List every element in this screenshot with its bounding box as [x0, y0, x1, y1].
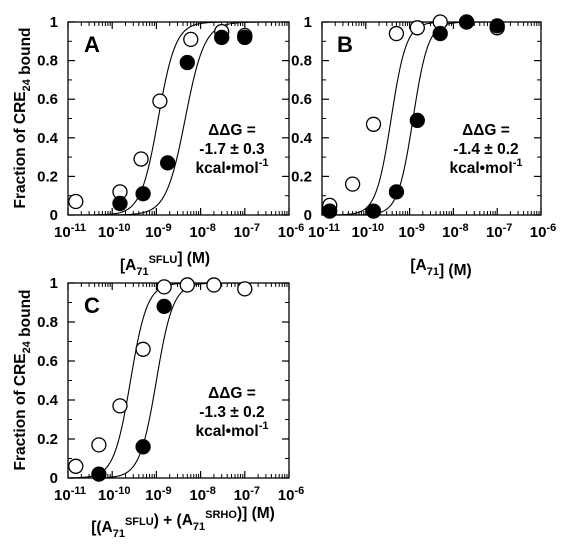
y-tick-label: 0.6 — [37, 353, 58, 370]
data-point-open — [179, 277, 195, 293]
y-axis-title-c: Fraction of CRE24 bound — [12, 289, 34, 470]
data-point-filled — [135, 186, 151, 202]
delta-g-annotation: kcal•mol-1 — [450, 157, 523, 177]
x-tick-label: 10-6 — [278, 485, 304, 504]
y-tick-label: 0 — [50, 207, 58, 224]
data-point-open — [135, 341, 151, 357]
data-point-filled — [214, 29, 230, 46]
y-tick-label: 0 — [304, 207, 312, 224]
y-tick-label: 0.4 — [291, 130, 313, 147]
data-point-open — [183, 31, 199, 48]
y-tick-label: 0.4 — [37, 392, 59, 409]
panel-b: 10-11 10-10 10-9 10-8 10-7 10-6 0 0.2 0.4 0.6 0.8 1… — [291, 14, 556, 241]
x-axis-title-a: [A71SFLU] (M) — [120, 250, 210, 278]
y-tick-label: 0.6 — [291, 91, 312, 108]
y-tick-label: 0.2 — [291, 168, 312, 185]
y-tick-label: 0.8 — [37, 314, 58, 331]
x-tick-label: 10-8 — [189, 485, 215, 504]
panel-c: 10-11 10-10 10-9 10-8 10-7 10-6 0 0.2 0.4 0.6 0.8 1… — [37, 275, 304, 504]
y-axis-title-a: Fraction of CRE24 bound — [12, 27, 34, 208]
data-point-open — [152, 93, 168, 109]
data-point-filled — [432, 25, 448, 42]
x-axis-title-c: [(A71SFLU) + (A71SRHO)] (M) — [91, 505, 275, 540]
delta-g-annotation: -1.7 ± 0.3 — [199, 141, 265, 158]
y-tick-label: 0.6 — [37, 91, 58, 108]
data-point-filled — [160, 155, 176, 171]
x-tick-label: 10-6 — [278, 222, 304, 241]
x-tick-label: 10-8 — [189, 222, 215, 241]
fit-curve-filled — [322, 21, 541, 216]
y-tick-label: 1 — [50, 275, 58, 292]
data-point-open — [365, 116, 382, 132]
x-tick-label: 10-9 — [145, 485, 171, 504]
delta-g-annotation: kcal•mol-1 — [196, 420, 269, 440]
x-tick-label: 10-11 — [308, 222, 340, 241]
delta-g-annotation: kcal•mol-1 — [196, 157, 269, 177]
x-tick-label: 10-11 — [54, 485, 86, 504]
data-point-open — [68, 458, 84, 474]
panel-letter: B — [337, 32, 353, 57]
panel-letter: C — [84, 293, 100, 318]
data-point-open — [344, 176, 361, 192]
delta-g-annotation: ΔΔG = — [462, 122, 510, 139]
y-axis-title-a-text: Fraction of CRE24 bound — [12, 27, 34, 208]
plot-frame — [67, 21, 290, 216]
data-point-open — [133, 151, 149, 167]
x-tick-label: 10-11 — [54, 222, 86, 241]
data-point-filled — [237, 29, 253, 46]
data-point-open — [237, 281, 253, 297]
delta-g-annotation: -1.4 ± 0.2 — [453, 141, 518, 158]
x-tick-label: 10-10 — [98, 485, 131, 504]
x-tick-label: 10-8 — [442, 222, 468, 241]
data-point-filled — [179, 54, 195, 71]
y-tick-label: 0.8 — [291, 53, 312, 70]
x-tick-label: 10-10 — [352, 222, 385, 241]
data-point-filled — [322, 203, 338, 219]
fit-curve-filled — [68, 21, 289, 216]
data-point-filled — [112, 195, 128, 212]
y-tick-label: 0.2 — [37, 168, 58, 185]
data-point-filled — [458, 14, 475, 30]
y-tick-label: 0.2 — [37, 431, 58, 448]
x-tick-label: 10-7 — [234, 222, 260, 241]
delta-g-annotation: ΔΔG = — [208, 385, 256, 402]
data-point-filled — [365, 203, 382, 219]
x-tick-label: 10-7 — [486, 222, 512, 241]
x-tick-label: 10-9 — [398, 222, 424, 241]
data-point-filled — [156, 298, 172, 315]
fit-curve-open — [68, 21, 289, 216]
panel-a: 10-11 10-10 10-9 10-8 10-7 10-6 0 0.2 0.4 0.6 0.8 1… — [37, 14, 304, 241]
data-point-open — [206, 277, 222, 293]
x-tick-label: 10-6 — [530, 222, 556, 241]
data-point-open — [91, 437, 107, 453]
data-point-filled — [409, 112, 425, 129]
y-tick-label: 0.8 — [37, 53, 58, 70]
y-tick-label: 0 — [50, 470, 58, 487]
data-point-open — [409, 20, 425, 36]
y-axis-title-c-text: Fraction of CRE24 bound — [12, 289, 34, 470]
panel-letter: A — [84, 32, 100, 57]
x-tick-label: 10-10 — [98, 222, 131, 241]
data-point-open — [388, 25, 405, 42]
delta-g-annotation: -1.3 ± 0.2 — [199, 404, 264, 421]
data-point-filled — [388, 184, 405, 200]
x-tick-label: 10-7 — [234, 485, 260, 504]
y-tick-label: 0.4 — [37, 130, 59, 147]
data-point-open — [68, 193, 84, 210]
x-axis-title-b: [A71] (M) — [410, 257, 471, 279]
data-point-filled — [91, 466, 107, 482]
x-tick-label: 10-9 — [145, 222, 171, 241]
data-point-filled — [489, 18, 505, 34]
data-point-filled — [135, 439, 151, 455]
data-point-open — [156, 279, 172, 295]
delta-g-annotation: ΔΔG = — [208, 122, 256, 139]
y-tick-label: 1 — [50, 14, 58, 31]
y-tick-label: 1 — [304, 14, 312, 31]
data-point-open — [112, 398, 128, 414]
